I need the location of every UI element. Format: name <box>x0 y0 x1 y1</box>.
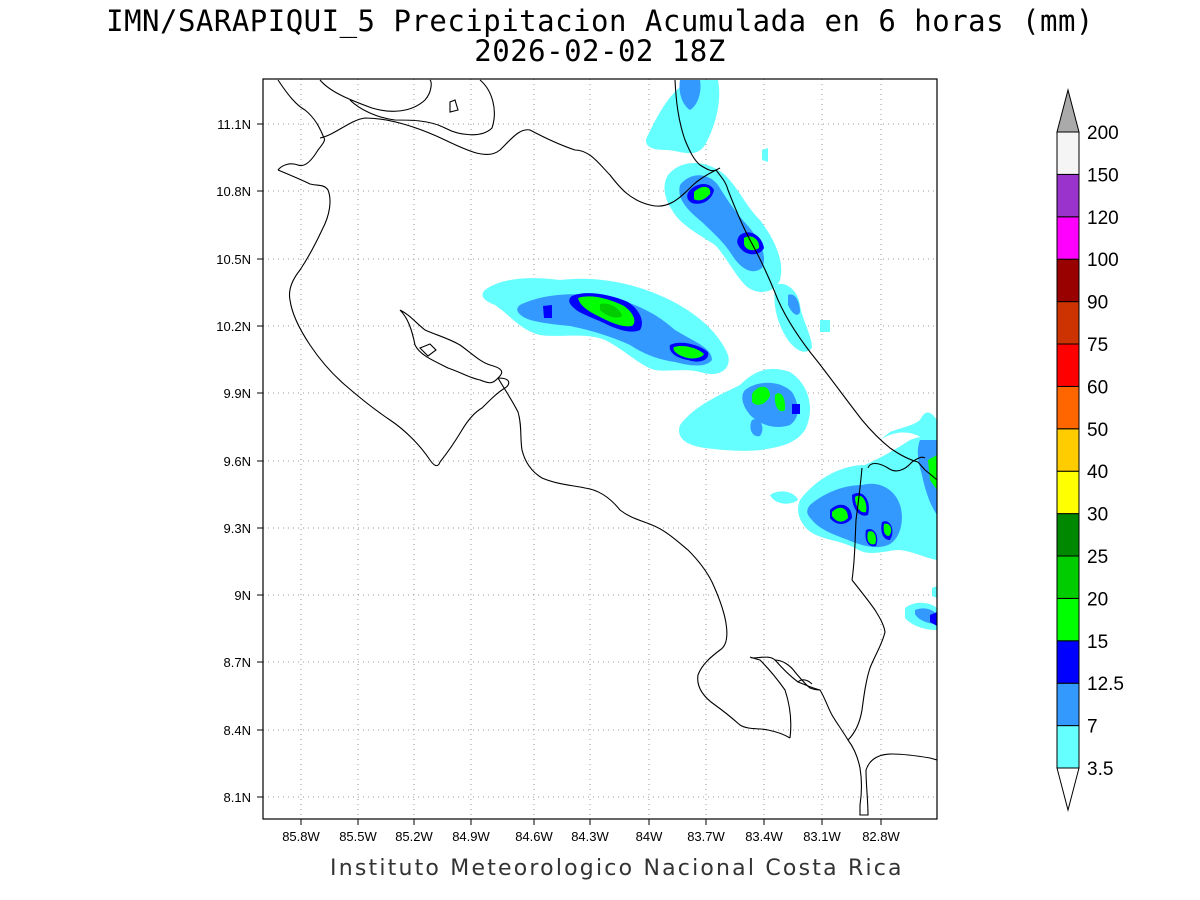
colorbar-segment <box>1056 555 1080 599</box>
precip-area <box>774 393 786 412</box>
colorbar-label: 100 <box>1087 250 1119 271</box>
precip-area <box>930 612 937 626</box>
colorbar-label: 120 <box>1087 208 1119 229</box>
coastlines <box>277 79 937 816</box>
precip-area <box>600 303 622 318</box>
colorbar-segment <box>1056 131 1080 175</box>
precip-area <box>750 419 763 437</box>
lon-tick-label: 82.8W <box>862 829 900 844</box>
colorbar-segment <box>1056 640 1080 684</box>
precip-area <box>645 80 720 154</box>
map-gridlines <box>263 79 937 819</box>
precip-area <box>820 320 830 332</box>
precip-area <box>543 305 552 318</box>
precip-cluster-south <box>770 412 937 630</box>
precip-area <box>928 455 937 490</box>
colorbar-segment <box>1056 428 1080 472</box>
precip-area <box>774 283 812 352</box>
precip-area <box>788 294 800 315</box>
precip-area <box>762 148 768 162</box>
map-datetime: 2026-02-02 18Z <box>474 34 726 68</box>
colorbar-label: 12.5 <box>1087 674 1124 695</box>
lon-tick-label: 84.9W <box>452 829 490 844</box>
precip-area <box>517 294 712 366</box>
colorbar-segment <box>1056 385 1080 430</box>
colorbar-over-arrow <box>1056 88 1080 133</box>
precip-area <box>694 186 711 201</box>
colorbar-segment <box>1056 301 1080 345</box>
colorbar-label: 90 <box>1087 293 1108 314</box>
map-frame <box>262 78 938 820</box>
precip-area <box>792 404 800 414</box>
colorbar-segment <box>1056 682 1080 727</box>
longitude-ticks: 85.8W 85.5W 85.2W 84.9W 84.6W 84.3W 84W 83.7W 83… <box>282 819 901 844</box>
precip-area <box>673 345 704 359</box>
lat-tick-label: 9.3N <box>224 521 251 536</box>
lon-tick-label: 84.3W <box>571 829 609 844</box>
precip-area <box>679 80 701 110</box>
precip-area <box>807 483 902 548</box>
latitude-ticks: 11.1N 10.8N 10.5N 10.2N 9.9N 9.6N 9.3N 9N 8.7N 8.… <box>216 117 263 805</box>
precip-area <box>752 386 770 405</box>
footer-credit: Instituto Meteorologico Nacional Costa R… <box>330 856 904 881</box>
lat-tick-label: 9.9N <box>224 386 251 401</box>
colorbar-label: 3.5 <box>1087 759 1113 780</box>
colorbar-segment <box>1056 470 1080 515</box>
colorbar-under-arrow <box>1056 767 1080 812</box>
map-title: IMN/SARAPIQUI_5 Precipitacion Acumulada … <box>106 4 1094 38</box>
colorbar-segment <box>1056 343 1080 387</box>
lat-tick-label: 10.8N <box>216 184 251 199</box>
lat-tick-label: 8.1N <box>224 790 251 805</box>
colorbar-label: 15 <box>1087 632 1108 653</box>
colorbar-segment <box>1056 258 1080 303</box>
precipitation-field <box>277 79 937 816</box>
colorbar-label: 20 <box>1087 589 1108 610</box>
lon-tick-label: 85.2W <box>395 829 433 844</box>
colorbar-label: 50 <box>1087 420 1108 441</box>
lat-tick-label: 8.4N <box>224 723 251 738</box>
colorbar-segment <box>1056 173 1080 218</box>
lat-tick-label: 8.7N <box>224 655 251 670</box>
colorbar-segment <box>1056 597 1080 642</box>
precip-area <box>770 491 798 504</box>
lon-tick-label: 83.7W <box>687 829 725 844</box>
precip-area <box>855 495 867 513</box>
precip-area <box>932 586 937 598</box>
colorbar-segment <box>1056 513 1080 557</box>
colorbar-label: 25 <box>1087 547 1108 568</box>
lat-tick-label: 9N <box>234 588 251 603</box>
lat-tick-label: 9.6N <box>224 454 251 469</box>
colorbar-segment <box>1056 725 1080 769</box>
lon-tick-label: 84.6W <box>515 829 553 844</box>
precip-area <box>832 507 848 522</box>
colorbar-label: 150 <box>1087 165 1119 186</box>
colorbar-label: 40 <box>1087 462 1108 483</box>
precip-cluster-central <box>482 278 830 451</box>
lon-tick-label: 83.4W <box>745 829 783 844</box>
colorbar-label: 60 <box>1087 377 1108 398</box>
lat-tick-label: 10.2N <box>216 319 251 334</box>
lon-tick-label: 83.1W <box>803 829 841 844</box>
lat-tick-label: 10.5N <box>216 252 251 267</box>
colorbar-legend: 3.5 7 12.5 15 20 25 30 40 50 60 75 90 100 120 150 200 <box>1056 88 1124 812</box>
lon-tick-label: 85.8W <box>282 829 320 844</box>
lon-tick-label: 85.5W <box>339 829 377 844</box>
precip-area <box>867 531 877 545</box>
colorbar-label: 75 <box>1087 335 1108 356</box>
colorbar-label: 200 <box>1087 123 1119 144</box>
precip-area <box>883 523 892 536</box>
lon-tick-label: 84W <box>636 829 663 844</box>
colorbar-label: 30 <box>1087 505 1108 526</box>
precip-area <box>880 412 937 440</box>
colorbar-segment <box>1056 216 1080 260</box>
lat-tick-label: 11.1N <box>217 117 251 132</box>
colorbar-label: 7 <box>1087 717 1098 738</box>
precip-cluster-north <box>645 80 782 292</box>
